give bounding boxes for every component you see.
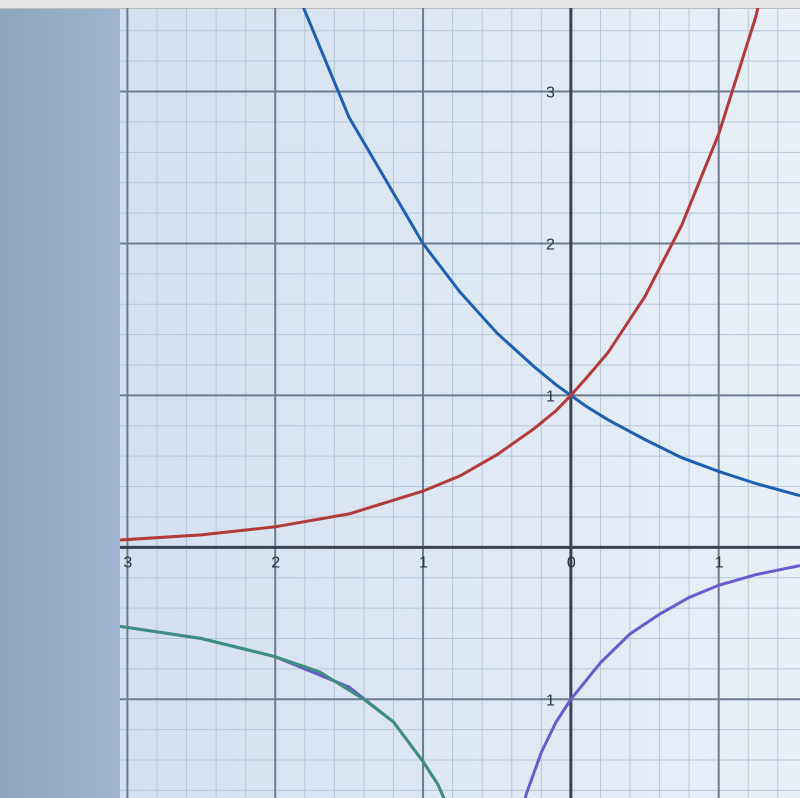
x-tick-label: 3 [123,554,132,571]
minor-grid [120,8,800,798]
y-tick-label: 1 [546,692,555,709]
curve-purple-branch-right [497,566,800,798]
curve-blue-exp-decay [120,8,800,496]
chart-container: 3 2 1 0 1 1 1 2 3 [120,8,800,798]
x-tick-label: 0 [567,554,576,571]
curve-teal-branch [120,626,497,798]
y-tick-label: 3 [546,85,555,102]
x-tick-label: 1 [419,554,428,571]
curve-purple-branch-left [120,626,497,798]
exponential-chart: 3 2 1 0 1 1 1 2 3 [120,8,800,798]
page-root: 3 2 1 0 1 1 1 2 3 [0,0,800,798]
x-tick-label: 2 [271,554,280,571]
y-tick-label: 1 [546,388,555,405]
y-tick-label: 2 [546,236,555,253]
major-grid [120,8,800,798]
x-tick-label: 1 [715,554,724,571]
